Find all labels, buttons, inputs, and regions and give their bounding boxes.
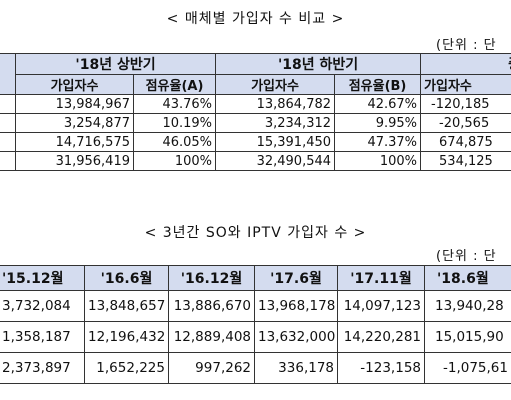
table-cell: 100% [132, 151, 217, 171]
table-cell: -120,185 [420, 94, 511, 114]
table-cell: 13,848,657 [84, 290, 169, 322]
table1-corner-cell [0, 53, 16, 95]
table-row: 3,732,084 13,848,657 13,886,670 13,968,1… [0, 290, 511, 322]
table-cell: 997,262 [168, 352, 255, 384]
row-label-cell [0, 132, 16, 152]
table-cell: 2,373,897 [0, 352, 85, 384]
column-header: 점유율(A) [132, 74, 217, 95]
period-header: 증 [420, 53, 511, 75]
column-header: 가입자수 [420, 74, 511, 95]
table-cell: 1,652,225 [84, 352, 169, 384]
table-cell: 31,956,419 [15, 151, 134, 171]
subscriber-share-table: '18년 상반기 '18년 하반기 증 가입자수 점유율(A) 가입자수 점유율… [0, 53, 511, 171]
table-cell: 674,875 [420, 132, 511, 152]
table-cell: 3,732,084 [0, 290, 85, 322]
table-cell: 9.95% [334, 113, 422, 133]
table-cell: 13,984,967 [15, 94, 134, 114]
table-cell: 13,886,670 [168, 290, 255, 322]
table1-subheader-row: 가입자수 점유율(A) 가입자수 점유율(B) 가입자수 [0, 74, 511, 95]
table-row: 14,716,575 46.05% 15,391,450 47.37% 674,… [0, 132, 511, 152]
table-cell: 1,358,187 [0, 321, 85, 353]
table-row: 31,956,419 100% 32,490,544 100% 534,125 [0, 151, 511, 171]
table-cell: 13,940,28 [424, 290, 511, 322]
column-header: 가입자수 [15, 74, 134, 95]
table-cell: -1,075,61 [424, 352, 511, 384]
table-cell: 534,125 [420, 151, 511, 171]
table-cell: 43.76% [132, 94, 217, 114]
column-header: '18.6월 [424, 265, 511, 291]
column-header: 가입자수 [215, 74, 336, 95]
table2-unit: (단위 : 단 [436, 249, 497, 264]
row-label-cell [0, 94, 16, 114]
table-cell: 14,220,281 [337, 321, 425, 353]
so-iptv-subscriber-table: '15.12월 '16.6월 '16.12월 '17.6월 '17.11월 '1… [0, 265, 511, 384]
table-cell: 3,234,312 [215, 113, 336, 133]
table-cell: 13,864,782 [215, 94, 336, 114]
table-cell: -20,565 [420, 113, 511, 133]
table-cell: 13,632,000 [254, 321, 338, 353]
table-row: 1,358,187 12,196,432 12,889,408 13,632,0… [0, 321, 511, 353]
row-label-cell [0, 151, 16, 171]
table-cell: 13,968,178 [254, 290, 338, 322]
table-cell: 42.67% [334, 94, 422, 114]
column-header: '15.12월 [0, 265, 85, 291]
table1-unit: (단위 : 단 [436, 38, 497, 53]
table-cell: 12,889,408 [168, 321, 255, 353]
table-cell: 14,716,575 [15, 132, 134, 152]
column-header: '16.12월 [168, 265, 255, 291]
table2-title: < 3년간 SO와 IPTV 가입자 수 > [144, 225, 367, 241]
period-header: '18년 상반기 [14, 53, 217, 75]
column-header: '17.11월 [337, 265, 425, 291]
column-header: '16.6월 [84, 265, 169, 291]
table1-title: < 매체별 가입자 수 비교 > [166, 11, 345, 27]
table-row: 3,254,877 10.19% 3,234,312 9.95% -20,565 [0, 113, 511, 133]
table-row: 2,373,897 1,652,225 997,262 336,178 -123… [0, 352, 511, 384]
table-cell: -123,158 [337, 352, 425, 384]
column-header: 점유율(B) [334, 74, 422, 95]
table-cell: 3,254,877 [15, 113, 134, 133]
table-cell: 100% [334, 151, 422, 171]
table-cell: 47.37% [334, 132, 422, 152]
table-row: 13,984,967 43.76% 13,864,782 42.67% -120… [0, 94, 511, 114]
table-cell: 46.05% [132, 132, 217, 152]
table-cell: 336,178 [254, 352, 338, 384]
period-header: '18년 하반기 [215, 53, 422, 75]
column-header: '17.6월 [254, 265, 338, 291]
table-cell: 32,490,544 [215, 151, 336, 171]
row-label-cell [0, 113, 16, 133]
table-cell: 14,097,123 [337, 290, 425, 322]
table-cell: 15,015,90 [424, 321, 511, 353]
table1-period-row: '18년 상반기 '18년 하반기 증 [0, 53, 511, 95]
table-cell: 12,196,432 [84, 321, 169, 353]
table-cell: 10.19% [132, 113, 217, 133]
table2-header-row: '15.12월 '16.6월 '16.12월 '17.6월 '17.11월 '1… [0, 265, 511, 291]
table-cell: 15,391,450 [215, 132, 336, 152]
